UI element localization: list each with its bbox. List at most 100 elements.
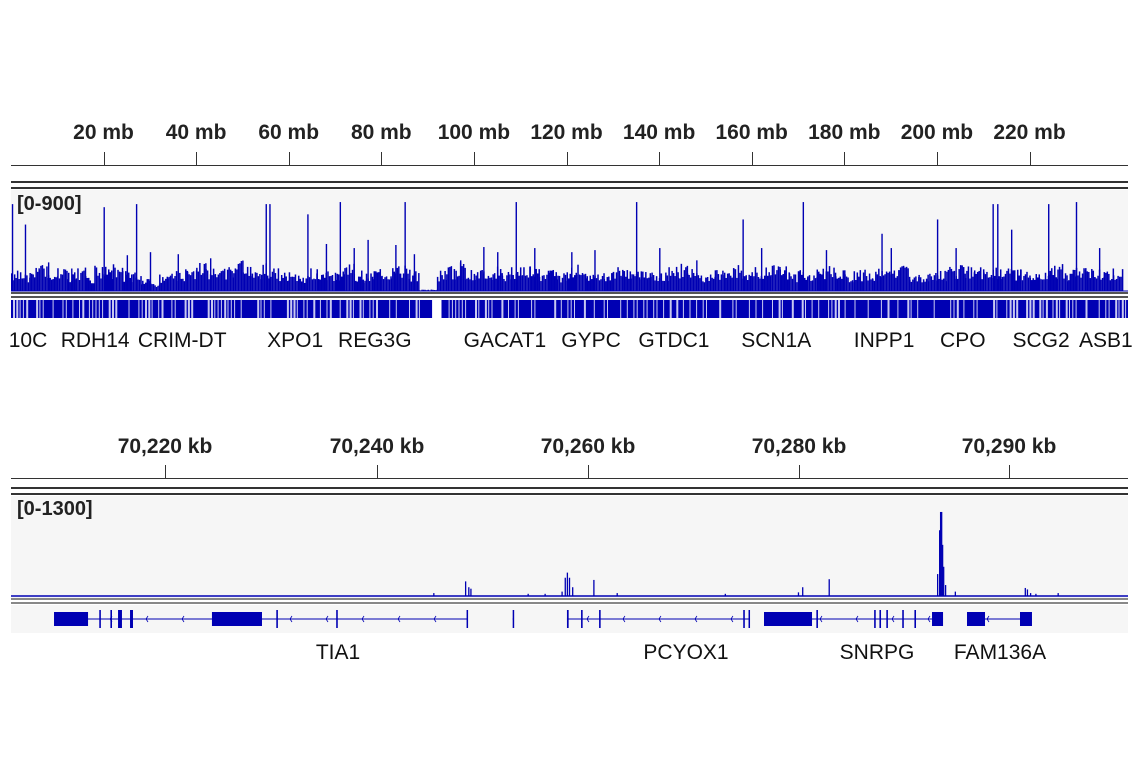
signal-peak [696,260,698,291]
signal-bar [470,270,473,291]
gene-gap [1026,300,1029,318]
gene-gap [501,300,504,318]
signal-bar [654,280,656,291]
signal-bar [677,277,680,291]
signal-bar [322,274,324,291]
exon [816,610,818,628]
signal-bar [898,270,900,291]
signal-bar [484,278,487,291]
signal-bar [311,279,314,291]
signal-bar [399,273,402,291]
signal-peak [890,248,892,291]
signal-bar [75,278,78,291]
signal-bar [1057,269,1059,291]
gene-gap [867,300,869,318]
signal-bar [279,281,281,291]
gene-gap [656,300,658,318]
signal-bar [536,273,539,291]
signal-bar [649,276,652,291]
gene-gap [567,300,569,318]
signal-bar [507,271,510,291]
signal-bar [810,280,812,291]
signal-bar [67,272,70,291]
signal-bar [55,277,57,291]
signal-bar [168,276,170,291]
signal-bar [648,277,650,291]
signal-bar [797,592,800,596]
gene-gap [329,300,332,318]
signal-bar [11,273,13,291]
signal-bar [1068,280,1070,291]
signal-bar [561,591,563,596]
signal-bar [122,271,124,291]
signal-bar [472,280,474,291]
signal-bar [708,280,710,291]
signal-bar [958,269,960,291]
signal-bar [523,267,525,291]
signal-bar [151,284,153,291]
gene-label: SCN1A [741,329,812,352]
signal-peak [955,248,957,291]
ruler-tick-label: 60 mb [258,121,320,144]
signal-bar [388,279,391,291]
signal-bar [53,276,56,291]
signal-bar [585,278,587,291]
signal-bar [663,280,666,291]
signal-bar [475,275,477,291]
signal-bar [1086,271,1089,291]
signal-bar [966,270,968,291]
signal-bar [26,275,28,291]
signal-bar [833,267,835,291]
ruler-tick [288,152,290,165]
signal-bar [351,269,354,291]
gene-gap [963,300,965,318]
gene-gap [52,300,54,318]
signal-bar [358,276,360,291]
signal-bar [776,270,778,291]
signal-bar [904,267,906,291]
signal-bar [92,283,94,291]
signal-peak [936,219,939,291]
signal-bar [560,282,562,291]
gene-gap [778,300,781,318]
gene-gap [702,300,704,318]
gene-gap [42,300,44,318]
signal-bar [518,275,520,291]
exon [874,610,876,628]
signal-peak [413,254,416,291]
signal-bar [553,276,556,291]
signal-bar [72,274,74,291]
ruler-tick [799,465,800,478]
signal-bar [526,275,528,291]
signal-peak [269,204,271,291]
signal-bar [634,276,636,291]
signal-bar [314,279,317,291]
gene-gap [1098,300,1100,318]
signal-bar [555,272,557,291]
signal-bar [328,276,331,291]
signal-bar [486,278,488,291]
gene-gap [508,300,509,318]
signal-bar [165,278,167,291]
gene-label: GYPC [561,329,621,352]
signal-peak [571,252,573,291]
signal-bar [320,274,323,291]
ruler-tick-label: 70,280 kb [751,435,847,458]
ruler-tick [1029,152,1031,165]
signal-bar [1034,279,1036,291]
signal-bar [853,271,856,291]
signal-bar [41,265,44,291]
signal-bar [1018,275,1020,291]
signal-bar [1100,279,1102,291]
gene-gap [570,300,572,318]
gene-gap [376,300,378,318]
signal-bar [214,274,217,291]
signal-bar [381,275,383,291]
gene-gap [781,300,783,318]
gene-gap [296,300,298,318]
signal-bar [734,269,737,291]
gene-gap [1072,300,1074,318]
gene-gap [517,300,519,318]
exon [336,610,338,628]
signal-bar [932,279,934,291]
